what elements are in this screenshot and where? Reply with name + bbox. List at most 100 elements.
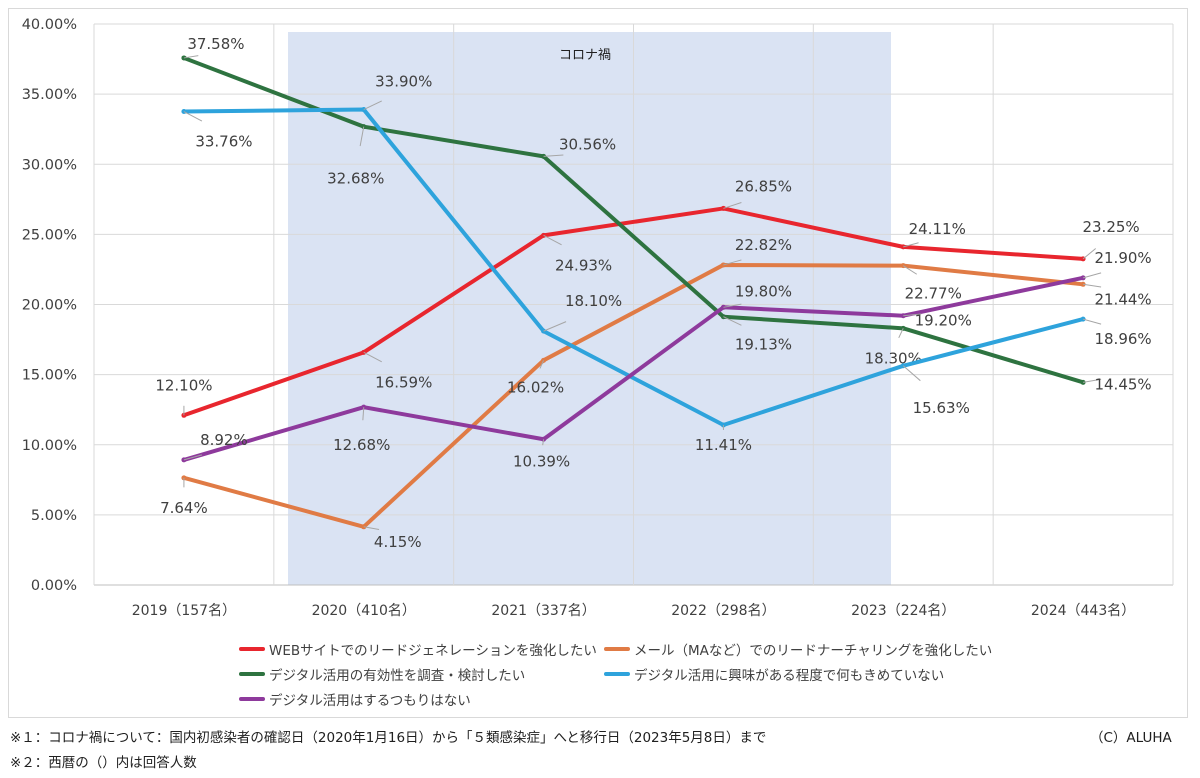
data-label: 18.96% [1094,330,1151,348]
series-line [181,206,1086,418]
data-label: 26.85% [735,177,792,195]
data-label: 16.59% [375,373,432,391]
legend-swatch [239,697,265,701]
data-point [720,262,726,268]
label-leader-line [1082,378,1102,383]
legend-label: メール（MAなど）でのリードナーチャリングを強化したい [634,643,993,659]
label-leader-line [723,202,742,209]
label-leader-line [363,526,380,531]
data-label: 12.68% [333,436,390,454]
data-label: 19.13% [735,336,792,354]
data-label: 11.41% [695,436,752,454]
label-leader-line [898,328,904,339]
legend-item: デジタル活用に興味がある程度で何もきめていない [604,664,944,684]
label-leader-line [902,265,918,275]
data-label: 18.10% [565,292,622,310]
data-label: 30.56% [559,135,616,153]
x-tick-label: 2021（337名） [491,603,595,619]
label-leader-line [183,111,203,122]
label-leader-line [1082,318,1102,325]
label-leader-line [903,313,922,317]
data-label: 23.25% [1082,218,1139,236]
x-tick-label: 2022（298名） [671,603,775,619]
y-tick-label: 35.00% [22,87,77,103]
series-line [181,275,1086,462]
legend-swatch [604,672,630,676]
data-label: 19.80% [735,282,792,300]
data-label: 21.44% [1094,290,1151,308]
y-tick-label: 30.00% [22,157,77,173]
data-label: 22.82% [735,236,792,254]
data-label: 32.68% [327,170,384,188]
label-leader-line [1083,283,1102,288]
label-leader-line [723,303,742,308]
y-tick-label: 10.00% [22,438,77,454]
y-tick-label: 5.00% [31,508,77,524]
label-leader-line [902,365,921,382]
chart-legend: WEBサイトでのリードジェネレーションを強化したい メール（MAなど）でのリードナ… [239,639,999,719]
legend-item: メール（MAなど）でのリードナーチャリングを強化したい [604,639,992,659]
label-leader-line [1082,272,1102,279]
footnote-1: ※１：コロナ禍について：国内初感染者の確認日（2020年1月16日）から「５類感… [10,730,767,746]
y-tick-label: 25.00% [22,227,77,243]
data-label: 7.64% [160,499,208,517]
y-tick-label: 15.00% [22,368,77,384]
data-label: 37.58% [187,35,244,53]
x-tick-label: 2024（443名） [1031,603,1135,619]
label-leader-line [543,234,562,246]
label-leader-line [543,321,567,332]
data-label: 33.90% [375,73,432,91]
covid-region-label: コロナ禍 [559,47,611,63]
label-leader-line [539,360,545,369]
series-line [181,55,1086,385]
data-point [361,124,367,130]
legend-swatch [239,647,265,651]
data-label: 8.92% [200,431,248,449]
data-label: 4.15% [374,533,422,551]
label-leader-line [362,407,365,421]
data-label: 21.90% [1094,249,1151,267]
data-label: 12.10% [155,376,212,394]
label-leader-line [1082,248,1097,260]
label-leader-line [359,126,365,147]
legend-item: WEBサイトでのリードジェネレーションを強化したい [239,639,597,659]
data-label: 16.02% [507,378,564,396]
data-label: 15.63% [913,399,970,417]
legend-item: デジタル活用はするつもりはない [239,689,471,709]
data-label: 19.20% [915,312,972,330]
legend-item: デジタル活用の有効性を調査・検討したい [239,664,525,684]
copyright-text: （C）ALUHA [1090,730,1172,746]
label-leader-line [543,154,564,157]
data-label: 22.77% [905,285,962,303]
series-line [181,107,1086,427]
x-tick-label: 2019（157名） [132,603,236,619]
y-tick-label: 0.00% [31,578,77,594]
legend-label: デジタル活用に興味がある程度で何もきめていない [634,668,945,684]
chart-frame: コロナ禍 0.00% 5.00% 10.00% 15.00% 20.00% 25.00% 30… [8,8,1188,718]
line-chart: コロナ禍 0.00% 5.00% 10.00% 15.00% 20.00% 25.00% 30… [22,17,1174,619]
data-label: 10.39% [513,452,570,470]
data-label: 24.93% [555,256,612,274]
label-leader-line [183,55,199,59]
label-leader-line [723,316,742,326]
legend-swatch [239,672,265,676]
footnote-2: ※２：西暦の（）内は回答人数 [10,755,197,771]
legend-label: デジタル活用はするつもりはない [269,693,471,709]
data-label: 24.11% [909,220,966,238]
label-leader-line [903,242,919,248]
label-leader-line [723,259,742,266]
label-leader-line [363,351,382,363]
data-label: 33.76% [195,133,252,151]
x-tick-label: 2023（224名） [851,603,955,619]
x-tick-label: 2020（410名） [312,603,416,619]
legend-label: WEBサイトでのリードジェネレーションを強化したい [269,643,597,659]
label-leader-line [542,439,545,446]
series-line [181,262,1086,529]
y-tick-label: 40.00% [22,17,77,33]
label-leader-line [363,100,382,111]
label-leader-line [183,454,203,461]
legend-swatch [604,647,630,651]
y-tick-label: 20.00% [22,298,77,314]
data-label: 14.45% [1094,375,1151,393]
legend-label: デジタル活用の有効性を調査・検討したい [269,668,526,684]
